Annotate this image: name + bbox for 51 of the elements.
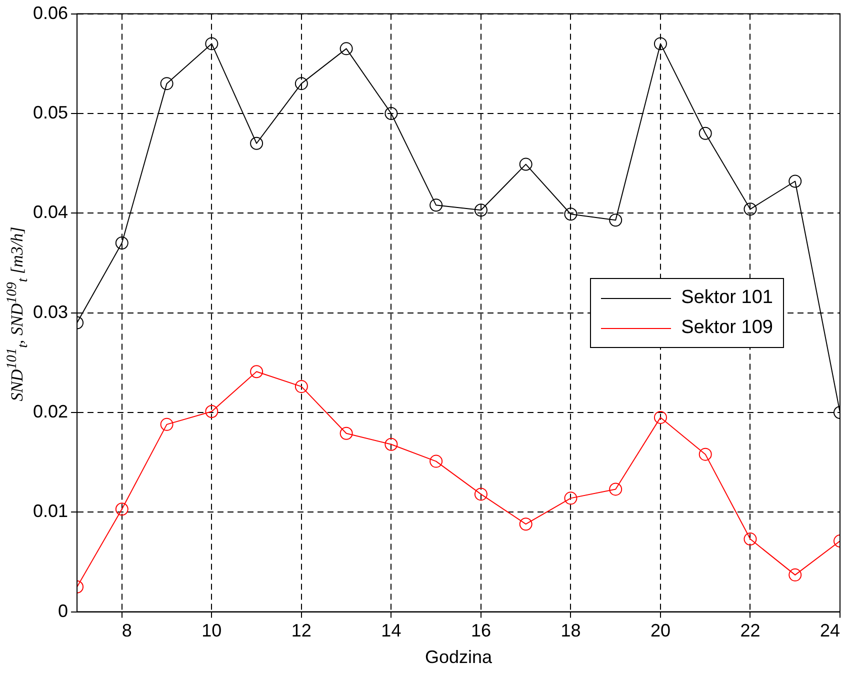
x-tick-label: 18: [560, 620, 581, 641]
point: [294, 77, 308, 90]
legend-label: Sektor 101: [681, 287, 773, 309]
point: [788, 174, 802, 188]
point: [519, 518, 532, 531]
y-tick-label: 0.03: [32, 302, 68, 322]
point: [474, 488, 488, 501]
point: [788, 568, 802, 582]
point: [698, 126, 712, 140]
y-tick-label: 0: [58, 600, 68, 621]
x-axis-title: Godzina: [424, 647, 494, 668]
y-tick-label: 0.04: [32, 202, 68, 222]
point: [160, 77, 174, 90]
point: [698, 448, 712, 461]
x-tick-label: 12: [291, 620, 312, 641]
x-tick-label: 24: [820, 620, 840, 641]
x-tick-label: 22: [740, 620, 760, 641]
point: [250, 365, 264, 378]
point: [294, 380, 308, 394]
point: [430, 198, 443, 212]
point: [340, 42, 353, 56]
point: [474, 204, 488, 217]
point: [609, 214, 622, 227]
point: [609, 482, 622, 496]
x-tick-label: 16: [470, 620, 491, 641]
point: [744, 202, 757, 216]
point: [384, 106, 398, 120]
y-tick-label: 0.05: [32, 102, 68, 122]
point: [564, 208, 578, 221]
x-tick-label: 20: [650, 620, 670, 641]
y-tick-label: 0.01: [32, 501, 68, 522]
point: [654, 37, 667, 50]
x-tick-label: 14: [381, 620, 402, 641]
point: [564, 492, 578, 505]
point: [160, 418, 174, 431]
legend-label: Sektor 109: [681, 317, 773, 339]
point: [340, 426, 353, 440]
point: [384, 438, 398, 451]
point: [744, 532, 757, 546]
x-tick-label: 8: [122, 620, 132, 641]
point: [430, 454, 443, 468]
x-tick-label: 10: [202, 620, 222, 641]
y-tick-label: 0.06: [32, 2, 68, 23]
point: [654, 410, 667, 424]
point: [115, 236, 128, 250]
y-tick-label: 0.02: [32, 401, 68, 422]
point: [115, 502, 128, 516]
point: [205, 37, 218, 50]
point: [519, 158, 532, 171]
point: [250, 136, 264, 150]
point: [205, 404, 218, 418]
